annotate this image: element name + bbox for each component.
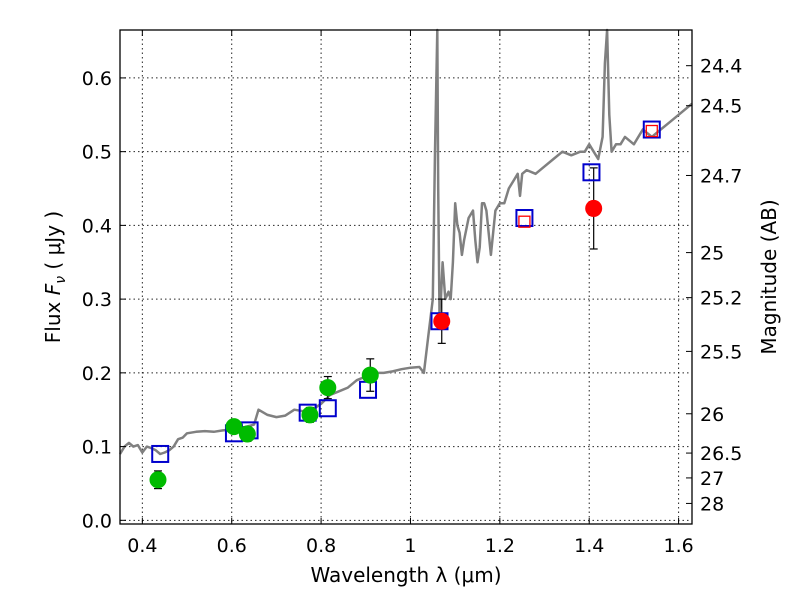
observed-optical-point — [149, 471, 167, 489]
y-axis-title-suffix: ( μJy ) — [41, 211, 65, 276]
magnitude-tick-label: 24.7 — [700, 165, 742, 187]
observed-optical-point — [238, 425, 256, 443]
x-tick-label: 1.2 — [485, 535, 515, 557]
y-axis-title: Flux Fν ( μJy ) — [41, 211, 69, 343]
y-axis-title-subscript: ν — [53, 276, 69, 284]
observed-optical-point — [225, 418, 243, 436]
model-flux-square — [582, 163, 601, 182]
magnitude-tick-label: 28 — [700, 493, 724, 515]
observed-optical-point — [319, 379, 337, 397]
model-flux-inner-square — [518, 215, 531, 228]
y-tick-label: 0.5 — [82, 142, 112, 164]
y-tick-label: 0.4 — [82, 215, 112, 237]
magnitude-tick-label: 24.5 — [700, 96, 742, 118]
plot-background — [120, 30, 692, 524]
magnitude-tick-label: 27 — [700, 468, 724, 490]
observed-optical-point — [301, 406, 319, 424]
magnitude-tick-label: 24.4 — [700, 56, 742, 78]
y-tick-label: 0.6 — [82, 68, 112, 90]
magnitude-tick-label: 26.5 — [700, 443, 742, 465]
observed-photometry-markers — [149, 199, 603, 489]
x-tick-label: 1 — [404, 535, 416, 557]
y-tick-label: 0.2 — [82, 363, 112, 385]
magnitude-tick-label: 25.5 — [700, 341, 742, 363]
observed-nir-point — [433, 312, 451, 330]
model-flux-square — [318, 399, 337, 418]
x-tick-label: 0.8 — [306, 535, 336, 557]
y-axis-title-prefix: Flux — [41, 295, 65, 343]
observed-nir-point — [585, 199, 603, 217]
model-flux-inner-square — [645, 124, 658, 138]
x-tick-label: 0.4 — [127, 535, 157, 557]
y-axis-title-symbol: F — [41, 283, 65, 295]
x-tick-label: 1.4 — [574, 535, 604, 557]
grid-lines — [120, 30, 692, 524]
y-tick-label: 0.1 — [82, 437, 112, 459]
x-axis-title: Wavelength λ (μm) — [310, 563, 501, 587]
plot-frame — [119, 29, 693, 525]
y-tick-label: 0.3 — [82, 289, 112, 311]
axis-ticks: 0.4 0.6 0.8 1 1.2 1.4 1.6 0.0 0.1 0.2 0.3 0.4 0.5 0.6… — [82, 30, 742, 557]
x-tick-label: 1.6 — [663, 535, 693, 557]
observed-optical-point — [361, 366, 379, 384]
magnitude-tick-label: 25 — [700, 243, 724, 265]
model-flux-square — [151, 444, 170, 463]
magnitude-tick-label: 25.2 — [700, 288, 742, 310]
secondary-y-axis-title: Magnitude (AB) — [757, 199, 781, 354]
magnitude-tick-label: 26 — [700, 404, 724, 426]
model-flux-square — [515, 209, 534, 228]
model-flux-square — [642, 120, 661, 139]
x-tick-label: 0.6 — [217, 535, 247, 557]
y-tick-label: 0.0 — [82, 510, 112, 532]
